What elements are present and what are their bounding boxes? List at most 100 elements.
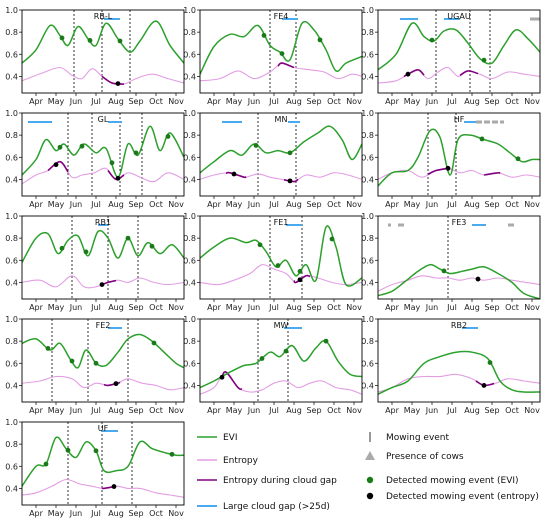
- panel-mw: MW 0.4 0.6 0.8 1.0 Apr May Jun Jul Aug Sep Oct Nov: [183, 315, 363, 415]
- x-tick-label: Nov: [346, 303, 362, 312]
- evi-line: [378, 350, 540, 395]
- x-tick-label: Oct: [327, 303, 341, 312]
- x-tick-label: Jul: [90, 97, 101, 106]
- y-tick-label: 1.0: [361, 212, 374, 221]
- x-tick-label: Oct: [505, 97, 519, 106]
- panel-rb2: RB2 0.4 0.6 0.8 1.0 Apr May Jun Jul Aug Sep Oct Nov: [361, 315, 541, 415]
- x-tick-label: Oct: [149, 509, 163, 518]
- panel-frame: [21, 215, 185, 300]
- x-tick-label: Sep: [306, 406, 321, 415]
- y-tick-label: 0.8: [361, 28, 374, 37]
- detected-evi-point: [253, 143, 259, 148]
- panel-label: UGAU: [447, 12, 471, 21]
- x-tick-label: Apr: [385, 406, 400, 415]
- y-tick-label: 0.6: [5, 256, 18, 265]
- panel-series: [200, 225, 362, 287]
- detected-entropy-point: [297, 277, 303, 283]
- x-tick-label: Oct: [149, 200, 163, 209]
- panel-label: FE1: [274, 218, 289, 227]
- y-tick-label: 0.4: [361, 72, 374, 81]
- x-tick-label: May: [226, 200, 243, 209]
- y-tick-label: 0.8: [361, 337, 374, 346]
- evi-line: [22, 333, 184, 369]
- legend-evi-label: EVI: [223, 433, 238, 443]
- evi-line: [200, 225, 362, 287]
- panel-mn: MN 0.4 0.6 0.8 1.0 Apr May Jun Jul Aug Sep Oct Nov: [183, 109, 363, 209]
- panel-label: RB1: [95, 218, 111, 227]
- y-tick-label: 0.4: [361, 278, 374, 287]
- x-tick-label: Jun: [247, 406, 261, 415]
- panel-series: [22, 229, 184, 289]
- panel-frame: [199, 318, 363, 403]
- x-tick-label: Sep: [484, 97, 499, 106]
- panel-fe4: FE4 0.4 0.6 0.8 1.0 Apr May Jun Jul Aug Sep Oct Nov: [183, 6, 363, 106]
- panel-series: [22, 333, 184, 391]
- detected-evi-point: [275, 263, 281, 268]
- x-tick-label: Oct: [327, 97, 341, 106]
- x-tick-label: Jul: [446, 200, 457, 209]
- x-tick-label: Jun: [247, 200, 261, 209]
- x-tick-label: May: [226, 303, 243, 312]
- x-tick-label: Sep: [484, 200, 499, 209]
- detected-evi-point: [165, 134, 171, 139]
- panel-frame: [199, 9, 363, 94]
- x-tick-label: Oct: [505, 406, 519, 415]
- panel-uf: UF 0.4 0.6 0.8 1.0 Apr May Jun Jul Aug Sep Oct Nov: [5, 418, 185, 518]
- y-tick-label: 0.6: [5, 153, 18, 162]
- x-tick-label: Jul: [446, 303, 457, 312]
- y-tick-label: 1.0: [361, 315, 374, 324]
- detected-entropy-point: [113, 381, 119, 387]
- y-tick-label: 1.0: [183, 315, 196, 324]
- panel-rb-l: RB-L 0.4 0.6 0.8 1.0 Apr May Jun Jul Aug Sep Oct Nov: [5, 6, 185, 106]
- x-tick-label: Apr: [385, 97, 400, 106]
- detected-evi-point: [481, 57, 487, 63]
- x-tick-label: Jun: [69, 200, 83, 209]
- x-tick-label: May: [404, 200, 421, 209]
- y-tick-label: 0.8: [5, 131, 18, 140]
- evi-line: [22, 436, 184, 487]
- panel-frame: [377, 215, 541, 300]
- x-tick-label: Jun: [69, 509, 83, 518]
- y-tick-label: 0.8: [361, 131, 374, 140]
- x-tick-label: Apr: [207, 303, 222, 312]
- x-tick-label: Nov: [346, 406, 362, 415]
- panel-rb1: RB1 0.4 0.6 0.8 1.0 Apr May Jun Jul Aug Sep Oct Nov: [5, 212, 185, 312]
- panel-series: [378, 263, 540, 299]
- detected-entropy-point: [231, 171, 237, 177]
- panel-series: [378, 350, 540, 395]
- detected-evi-point: [43, 461, 49, 467]
- x-tick-label: Jun: [425, 406, 439, 415]
- y-tick-label: 0.8: [183, 234, 196, 243]
- legend-detected-evi-label: Detected mowing event (EVI): [386, 476, 519, 486]
- y-tick-label: 0.6: [361, 359, 374, 368]
- panel-label: FE4: [274, 12, 289, 21]
- panel-fe1: FE1 0.4 0.6 0.8 1.0 Apr May Jun Jul Aug Sep Oct Nov: [183, 212, 363, 312]
- x-tick-label: Aug: [108, 97, 124, 106]
- entropy-gap-line: [459, 70, 479, 77]
- panel-frame: [377, 318, 541, 403]
- y-tick-label: 0.4: [183, 381, 196, 390]
- panel-frame: [21, 112, 185, 197]
- entropy-gap-line: [483, 171, 501, 176]
- entropy-line: [22, 66, 184, 85]
- evi-line: [200, 339, 362, 389]
- panel-series: [22, 436, 184, 498]
- x-tick-label: Apr: [207, 200, 222, 209]
- chart-panels: RB-L 0.4 0.6 0.8 1.0 Apr May Jun Jul Aug Sep Oct Nov…: [5, 6, 541, 518]
- x-tick-label: Oct: [149, 303, 163, 312]
- detected-evi-point: [287, 150, 293, 156]
- legend-detected-entropy-label: Detected mowing event (entropy): [386, 492, 539, 502]
- detected-evi-point: [429, 37, 435, 43]
- x-tick-label: Jul: [90, 200, 101, 209]
- panel-fe3: FE3 0.4 0.6 0.8 1.0 Apr May Jun Jul Aug Sep Oct Nov: [361, 212, 541, 312]
- x-tick-label: Oct: [149, 406, 163, 415]
- x-tick-label: Sep: [484, 406, 499, 415]
- panel-label: FE3: [452, 218, 467, 227]
- entropy-gap-line: [277, 62, 295, 69]
- x-tick-label: Aug: [464, 406, 480, 415]
- panel-frame: [377, 9, 541, 94]
- x-tick-label: May: [404, 303, 421, 312]
- panel-label: FE2: [96, 321, 111, 330]
- y-tick-label: 1.0: [361, 6, 374, 15]
- entropy-gap-line: [103, 381, 121, 387]
